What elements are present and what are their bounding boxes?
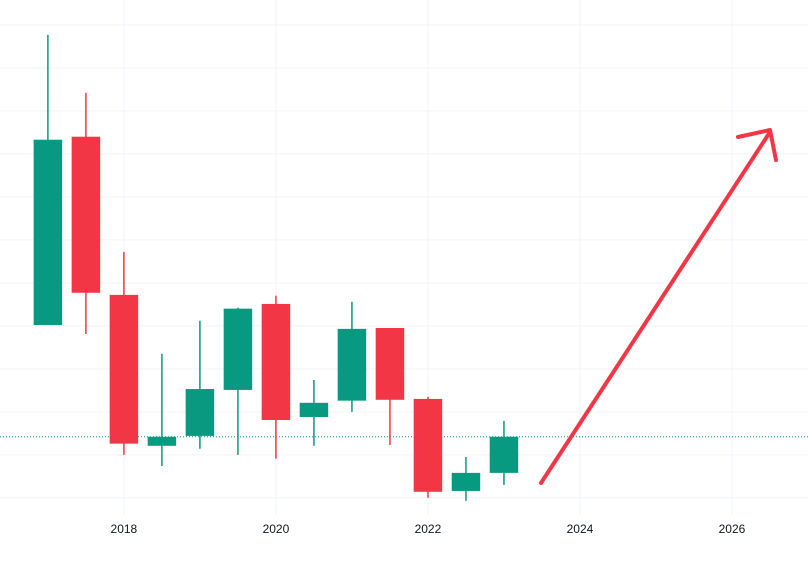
candles: [33, 34, 519, 501]
candle-body: [489, 436, 519, 473]
candle-body: [147, 436, 177, 446]
candle-body: [375, 328, 405, 400]
candle-body: [337, 328, 367, 401]
x-tick-label: 2022: [415, 522, 442, 536]
x-tick-label: 2020: [263, 522, 290, 536]
candle-body: [33, 139, 63, 325]
candle-body: [261, 303, 291, 420]
candle-body: [299, 402, 329, 417]
candle-body: [451, 472, 481, 491]
grid: 2018 2020 2022 2024 2026: [0, 0, 808, 536]
candle-body: [109, 294, 139, 444]
x-tick-label: 2018: [111, 522, 138, 536]
candle-body: [413, 398, 443, 492]
candle-body: [223, 308, 253, 390]
candle-body: [71, 136, 101, 293]
candle-body: [185, 389, 215, 436]
arrow-shaft: [539, 130, 772, 485]
trend-arrow: [539, 128, 778, 485]
x-tick-label: 2024: [567, 522, 594, 536]
x-tick-label: 2026: [719, 522, 746, 536]
arrow-head: [736, 128, 778, 162]
